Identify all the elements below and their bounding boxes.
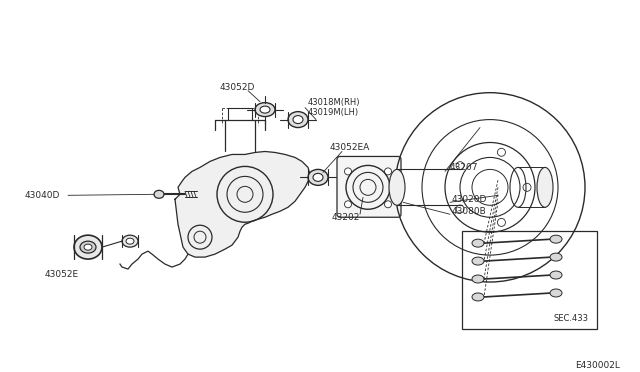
Text: 43052E: 43052E [45, 270, 79, 279]
Text: E430002L: E430002L [575, 361, 620, 370]
Text: 43052EA: 43052EA [330, 143, 371, 152]
Ellipse shape [288, 112, 308, 128]
Text: 43040D: 43040D [25, 191, 60, 200]
Circle shape [344, 201, 351, 208]
Ellipse shape [472, 239, 484, 247]
Text: 43080B: 43080B [452, 207, 487, 216]
Ellipse shape [389, 169, 405, 205]
Ellipse shape [313, 173, 323, 182]
Text: SEC.433: SEC.433 [554, 314, 589, 323]
Ellipse shape [74, 235, 102, 259]
Ellipse shape [255, 103, 275, 116]
Circle shape [385, 168, 392, 175]
Ellipse shape [80, 241, 96, 253]
Circle shape [385, 201, 392, 208]
Ellipse shape [550, 253, 562, 261]
Ellipse shape [308, 169, 328, 185]
Ellipse shape [122, 235, 138, 247]
FancyBboxPatch shape [337, 157, 401, 217]
Text: 43052D: 43052D [220, 83, 255, 92]
Bar [462, 231, 597, 329]
Text: 43018M(RH): 43018M(RH) [308, 98, 360, 107]
Ellipse shape [550, 289, 562, 297]
Text: 43020D: 43020D [452, 195, 488, 204]
Ellipse shape [550, 271, 562, 279]
Ellipse shape [472, 293, 484, 301]
Text: 43019M(LH): 43019M(LH) [308, 108, 359, 117]
Polygon shape [175, 151, 310, 257]
Ellipse shape [537, 167, 553, 207]
Ellipse shape [472, 275, 484, 283]
Ellipse shape [84, 244, 92, 250]
Ellipse shape [472, 257, 484, 265]
Ellipse shape [260, 106, 270, 113]
Text: 43202: 43202 [332, 213, 360, 222]
Circle shape [344, 168, 351, 175]
Ellipse shape [293, 116, 303, 124]
Text: 43207: 43207 [450, 163, 479, 172]
Ellipse shape [154, 190, 164, 198]
Ellipse shape [126, 238, 134, 244]
Ellipse shape [550, 235, 562, 243]
